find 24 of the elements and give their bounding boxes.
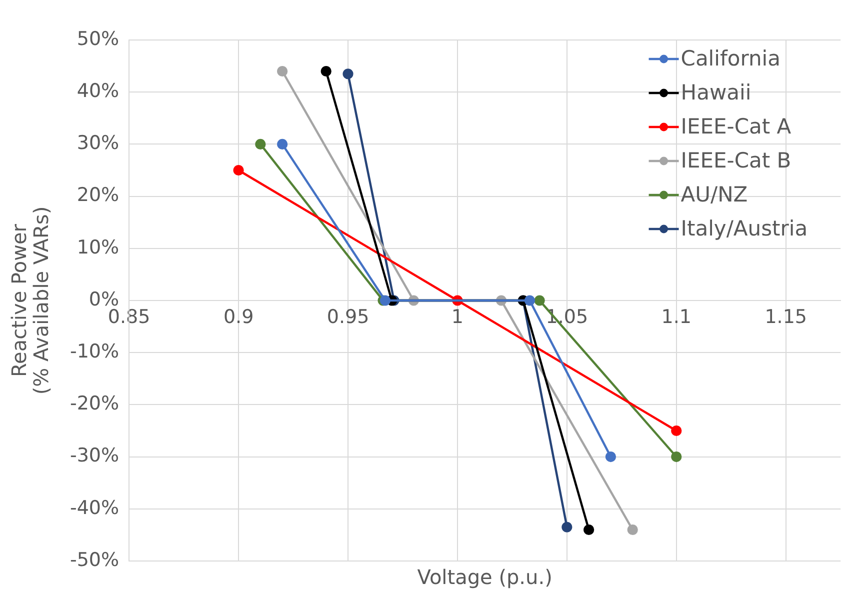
y-tick-label: 50% <box>76 28 120 50</box>
y-tick-label: 30% <box>76 132 120 154</box>
y-tick-label: -40% <box>70 496 120 519</box>
y-tick-label: -20% <box>70 392 120 415</box>
y-tick-label: 0% <box>88 288 120 310</box>
legend-label: IEEE-Cat A <box>680 114 792 138</box>
legend-label: IEEE-Cat B <box>680 148 792 172</box>
y-tick-label: 40% <box>76 80 120 102</box>
x-tick-label: 0.9 <box>223 306 254 328</box>
y-tick-label: 10% <box>76 236 120 258</box>
x-tick-label: 0.95 <box>326 306 370 328</box>
x-tick-label: 1.1 <box>661 306 692 328</box>
y-tick-label: 20% <box>76 184 120 206</box>
y-tick-label: -30% <box>70 444 120 467</box>
x-tick-label: 1 <box>451 306 464 328</box>
x-axis-title: Voltage (p.u.) <box>417 565 552 590</box>
legend-label: Italy/Austria <box>680 216 808 240</box>
legend-label: AU/NZ <box>680 182 748 206</box>
legend-label: California <box>680 46 781 70</box>
y-axis-title: Reactive Power (% Available VARs) <box>7 206 54 395</box>
y-tick-label: -50% <box>70 548 120 571</box>
y-tick-label: -10% <box>70 340 120 363</box>
x-tick-label: 1.15 <box>764 306 808 328</box>
legend-label: Hawaii <box>680 80 752 104</box>
